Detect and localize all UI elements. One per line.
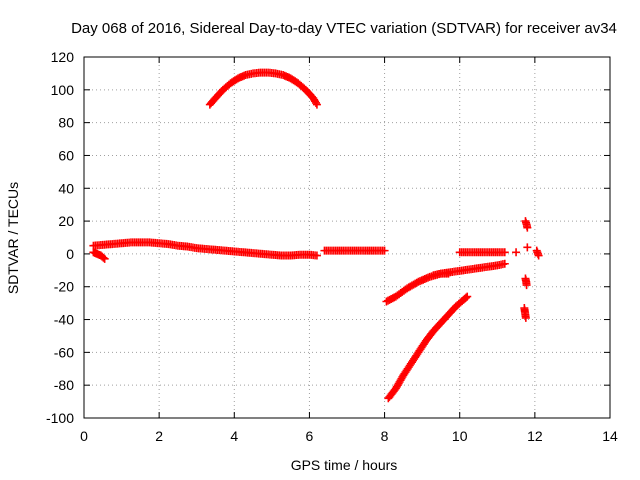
- data-point: [463, 292, 472, 301]
- plot-frame: [83, 56, 611, 419]
- grid: [84, 57, 610, 418]
- series-segment: [205, 68, 321, 109]
- data-point: [512, 248, 521, 257]
- data-point: [312, 98, 321, 107]
- x-axis-label: GPS time / hours: [291, 457, 398, 473]
- y-tick-label: -40: [54, 312, 74, 328]
- y-tick-label: -100: [46, 410, 74, 426]
- series-segment: [89, 248, 109, 263]
- series-segment: [521, 274, 531, 290]
- series-segment: [521, 217, 532, 232]
- data-point: [461, 293, 470, 302]
- y-tick-label: 0: [66, 246, 74, 262]
- data-point: [312, 251, 321, 260]
- y-tick-label: 40: [58, 180, 74, 196]
- x-tick-label: 8: [381, 428, 389, 444]
- series-segment: [382, 259, 509, 306]
- y-axis-label: SDTVAR / TECUs: [5, 182, 21, 294]
- x-tick-labels: 0 2 4 6 8 10 12 14: [80, 428, 618, 444]
- series-segment: [320, 246, 389, 255]
- data-point: [312, 100, 321, 109]
- y-tick-label: 20: [58, 213, 74, 229]
- data-point: [99, 253, 108, 262]
- data-point: [500, 259, 509, 268]
- data-point: [523, 223, 532, 232]
- series-segment: [532, 246, 543, 260]
- series-segment: [523, 243, 532, 252]
- x-tick-label: 0: [80, 428, 88, 444]
- data-point: [523, 243, 532, 252]
- y-tick-label: 60: [58, 147, 74, 163]
- data-point: [444, 269, 453, 278]
- x-tick-label: 12: [527, 428, 543, 444]
- series-segment: [520, 304, 530, 322]
- y-tick-label: 100: [51, 82, 75, 98]
- data-point: [522, 281, 531, 290]
- series-segment: [384, 292, 472, 403]
- data-point: [534, 251, 543, 260]
- y-tick-label: -20: [54, 279, 74, 295]
- x-tick-label: 14: [602, 428, 618, 444]
- x-tick-label: 10: [452, 428, 468, 444]
- data-point: [380, 246, 389, 255]
- y-tick-label: -60: [54, 344, 74, 360]
- x-tick-label: 4: [230, 428, 238, 444]
- y-tick-labels: 120 100 80 60 40 20 0 -20 -40 -60 -80 -100: [46, 49, 74, 426]
- series-segment: [429, 269, 453, 280]
- y-tick-label: 80: [58, 115, 74, 131]
- chart-title: Day 068 of 2016, Sidereal Day-to-day VTE…: [71, 20, 617, 37]
- data-point: [100, 254, 109, 263]
- series-segment: [455, 248, 509, 257]
- axis-ticks: [83, 56, 611, 419]
- y-tick-label: -80: [54, 377, 74, 393]
- series-segment: [89, 238, 321, 260]
- data-point: [521, 313, 530, 322]
- data-series: [89, 68, 543, 403]
- y-tick-label: 120: [51, 49, 75, 65]
- data-point: [500, 248, 509, 257]
- x-tick-label: 2: [155, 428, 163, 444]
- x-tick-label: 6: [306, 428, 314, 444]
- series-segment: [512, 248, 521, 257]
